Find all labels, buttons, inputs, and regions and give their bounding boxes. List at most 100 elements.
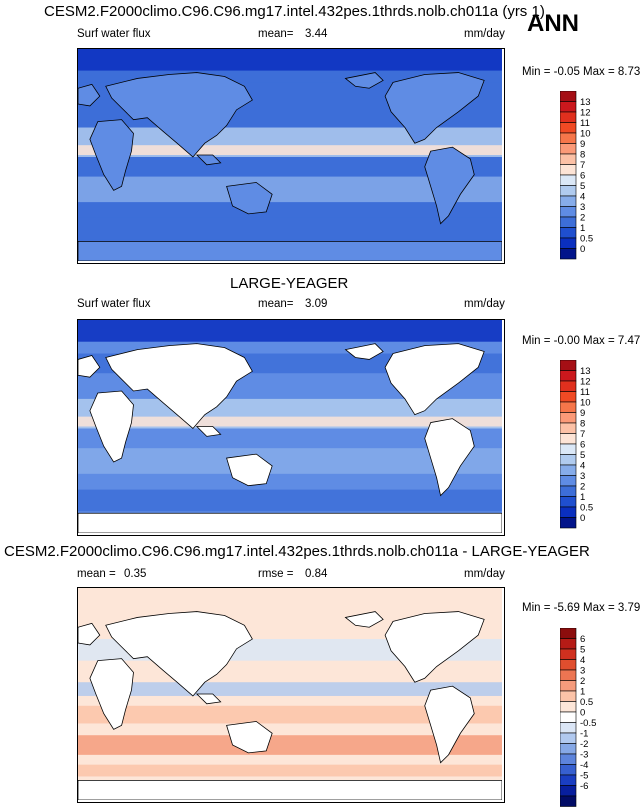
colorbar-swatch	[560, 785, 577, 797]
panel3-units: mm/day	[464, 568, 505, 580]
continent-outline	[89, 658, 134, 730]
colorbar-tick-label: -3	[580, 750, 588, 761]
panel3-mean-value: 0.35	[124, 568, 147, 580]
continent-outline	[105, 611, 253, 697]
colorbar-swatch	[560, 370, 577, 382]
colorbar-swatch	[560, 732, 577, 744]
colorbar-swatch	[560, 206, 577, 218]
panel3-title: CESM2.F2000climo.C96.C96.mg17.intel.432p…	[4, 543, 590, 560]
colorbar-swatch	[560, 174, 577, 186]
map-field-1	[78, 49, 502, 261]
continent-outline	[226, 182, 273, 215]
colorbar-tick-label: 9	[580, 139, 585, 150]
colorbar-tick-label: 2	[580, 482, 585, 493]
continent-outline	[195, 154, 222, 166]
colorbar-swatch	[560, 391, 577, 403]
colorbar-tick-label: 4	[580, 192, 585, 203]
colorbar-swatch	[560, 680, 577, 692]
field-band	[78, 735, 502, 755]
colorbar-tick-label: 11	[580, 118, 590, 129]
continent-outline	[424, 146, 475, 225]
continent-outline	[344, 343, 384, 360]
colorbar-tick-label: 0	[580, 513, 585, 524]
continent-outline	[226, 721, 273, 754]
colorbar-swatch	[560, 517, 577, 529]
colorbar-swatch	[560, 164, 577, 176]
colorbar-swatch	[560, 485, 577, 497]
colorbar-swatch	[560, 101, 577, 113]
colorbar-swatch	[560, 638, 577, 650]
colorbar-tick-label: 8	[580, 419, 585, 430]
continent-outline	[195, 426, 222, 437]
panel3-rmse-label: rmse =	[258, 568, 294, 580]
continent-outline	[424, 685, 475, 764]
panel2-map	[77, 319, 505, 536]
colorbar-swatch	[560, 669, 577, 681]
colorbar-tick-label: 2	[580, 676, 585, 687]
colorbar-swatch	[560, 143, 577, 155]
map-field-2	[78, 320, 502, 533]
field-band	[78, 320, 502, 342]
colorbar-swatch	[560, 722, 577, 734]
colorbar-swatch	[560, 422, 577, 434]
continent-outline	[344, 72, 384, 89]
colorbar-swatch	[560, 111, 577, 123]
colorbar-swatch	[560, 227, 577, 239]
colorbar-tick-label: 7	[580, 160, 585, 171]
colorbar-tick-label: 1	[580, 492, 585, 503]
colorbar-swatch	[560, 454, 577, 466]
continent-outline	[78, 83, 101, 107]
colorbar-tick-label: -4	[580, 760, 588, 771]
colorbar-swatch	[560, 91, 577, 102]
colorbar-swatch	[560, 648, 577, 660]
colorbar-tick-label: -5	[580, 771, 588, 782]
field-band	[78, 145, 502, 155]
colorbar-swatch	[560, 711, 577, 723]
colorbar-tick-label: 1	[580, 223, 585, 234]
panel1-mean-value: 3.44	[305, 28, 328, 40]
colorbar-swatch	[560, 795, 577, 807]
colorbar-swatch	[560, 774, 577, 786]
panel1-units: mm/day	[464, 28, 505, 40]
colorbar-tick-label: -1	[580, 729, 588, 740]
colorbar-tick-label: 0	[580, 244, 585, 255]
continent-outline	[78, 779, 502, 800]
colorbar-swatch	[560, 443, 577, 455]
colorbar-swatch	[560, 496, 577, 508]
colorbar-tick-label: -0.5	[580, 718, 596, 729]
continent-outline	[78, 355, 101, 378]
colorbar-tick-label: 5	[580, 181, 585, 192]
colorbar-tick-label: 0.5	[580, 234, 593, 245]
colorbar-swatch	[560, 132, 577, 144]
colorbar-tick-label: 12	[580, 108, 591, 119]
panel1-title: CESM2.F2000climo.C96.C96.mg17.intel.432p…	[44, 3, 545, 20]
colorbar-swatch	[560, 764, 577, 776]
colorbar-tick-label: 4	[580, 461, 585, 472]
colorbar-swatch	[560, 122, 577, 134]
panel2-title: LARGE-YEAGER	[230, 275, 349, 292]
colorbar-tick-label: 0.5	[580, 697, 593, 708]
colorbar-tick-label: 2	[580, 213, 585, 224]
continent-outline	[344, 611, 384, 628]
colorbar-tick-label: 10	[580, 398, 591, 409]
colorbar-swatch	[560, 628, 577, 639]
continent-outline	[78, 622, 101, 646]
field-band	[78, 416, 502, 427]
panel3-minmax: Min = -5.69 Max = 3.79	[522, 602, 641, 614]
panel3-colorbar: 6 5 4 3 2 1 0.5 0 -0.5 -1 -2 -3 -4 -5 -6	[560, 628, 610, 811]
colorbar-swatch	[560, 237, 577, 249]
colorbar-tick-label: 13	[580, 366, 591, 377]
colorbar-swatch	[560, 753, 577, 765]
continent-outline	[89, 119, 134, 191]
colorbar-swatch	[560, 153, 577, 165]
colorbar-tick-label: 0	[580, 708, 585, 719]
colorbar-tick-label: 6	[580, 634, 585, 645]
panel1-variable: Surf water flux	[77, 28, 151, 40]
colorbar-swatch	[560, 195, 577, 207]
panel3-rmse-value: 0.84	[305, 568, 328, 580]
panel3-mean-label: mean =	[77, 568, 116, 580]
colorbar-tick-label: 10	[580, 129, 591, 140]
panel1-mean-label: mean=	[258, 28, 294, 40]
colorbar-tick-label: -6	[580, 781, 588, 792]
field-band	[78, 705, 502, 724]
